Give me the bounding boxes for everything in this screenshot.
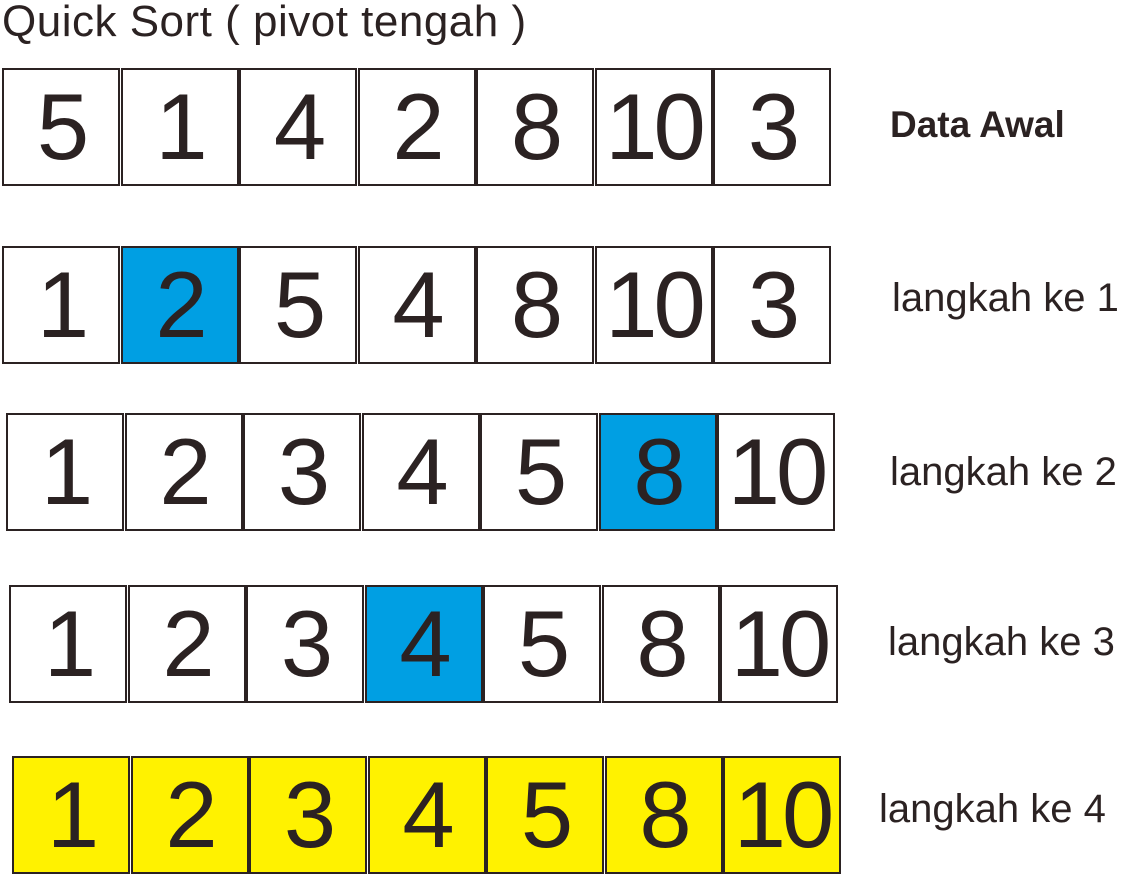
array-cell: 8 xyxy=(476,68,594,186)
array-cell: 4 xyxy=(357,246,476,364)
array-cell: 3 xyxy=(713,246,831,364)
array-cell: 3 xyxy=(246,585,364,703)
array-cell: 10 xyxy=(723,756,841,874)
array-cell: 8 xyxy=(476,246,594,364)
array-cell: 1 xyxy=(6,413,124,531)
row-label: Data Awal xyxy=(890,104,1065,145)
pivot-cell: 8 xyxy=(598,413,717,531)
array-cell: 10 xyxy=(594,246,713,364)
array-cell: 4 xyxy=(239,68,357,186)
array-cell: 2 xyxy=(127,585,246,703)
array-cell: 3 xyxy=(243,413,361,531)
pivot-cell: 2 xyxy=(120,246,239,364)
array-cell: 10 xyxy=(594,68,713,186)
array-cell: 1 xyxy=(2,246,120,364)
array-cell: 5 xyxy=(2,68,120,186)
row-label: langkah ke 4 xyxy=(879,787,1106,831)
pivot-cell: 4 xyxy=(364,585,483,703)
array-cell: 5 xyxy=(486,756,604,874)
array-cell: 4 xyxy=(361,413,480,531)
array-cell: 3 xyxy=(713,68,831,186)
array-cell: 10 xyxy=(720,585,838,703)
array-cell: 8 xyxy=(604,756,723,874)
array-cell: 1 xyxy=(12,756,130,874)
array-cell: 4 xyxy=(367,756,486,874)
array-cell: 2 xyxy=(130,756,249,874)
array-cell: 2 xyxy=(124,413,243,531)
array-cell: 10 xyxy=(717,413,835,531)
array-cell: 5 xyxy=(483,585,601,703)
array-cell: 1 xyxy=(9,585,127,703)
row-label: langkah ke 2 xyxy=(890,450,1117,494)
array-cell: 5 xyxy=(239,246,357,364)
row-label: langkah ke 3 xyxy=(888,620,1115,664)
array-cell: 8 xyxy=(601,585,720,703)
array-cell: 5 xyxy=(480,413,598,531)
array-cell: 2 xyxy=(357,68,476,186)
array-cell: 1 xyxy=(120,68,239,186)
page-title: Quick Sort ( pivot tengah ) xyxy=(2,0,527,46)
array-cell: 3 xyxy=(249,756,367,874)
row-label: langkah ke 1 xyxy=(892,276,1119,320)
